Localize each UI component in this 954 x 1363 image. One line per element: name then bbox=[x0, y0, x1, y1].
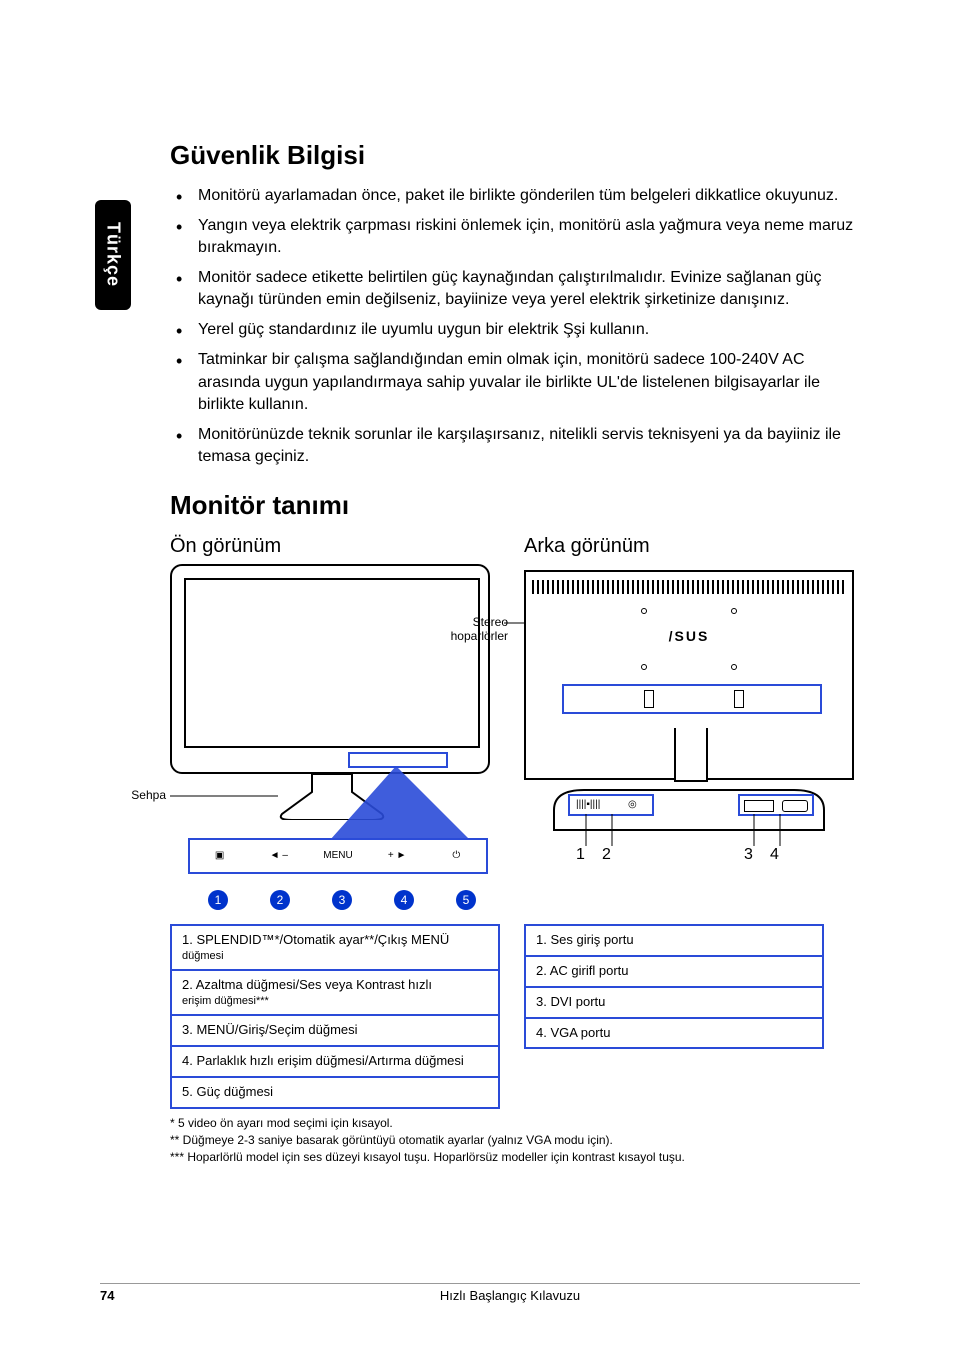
legend-num: 2. bbox=[182, 977, 193, 992]
back-legend-box: 1. Ses giriş portu 2. AC girifl portu 3.… bbox=[524, 924, 824, 1050]
monitor-back-diagram: /SUS bbox=[524, 564, 854, 904]
footnote: ** Düğmeye 2-3 saniye basarak görüntüyü … bbox=[170, 1132, 860, 1149]
monitor-back-body: /SUS bbox=[524, 570, 854, 780]
stand-callout-label: Sehpa bbox=[118, 788, 166, 802]
front-view-column: Ön görünüm Sehpa bbox=[170, 535, 506, 1109]
port-panel: ||||▪|||| ◎ bbox=[568, 794, 814, 822]
vent-strip bbox=[532, 580, 846, 594]
port-shape bbox=[644, 690, 654, 708]
audio-port-icon: ||||▪|||| bbox=[576, 799, 600, 810]
legend-text: Azaltma düğmesi/Ses veya Kontrast hızlı bbox=[196, 977, 432, 992]
increase-icon: + ► bbox=[377, 850, 417, 861]
num-circle: 1 bbox=[208, 890, 228, 910]
button-zoom-panel: ▣ ◄ – MENU + ► ⏻ bbox=[170, 824, 500, 884]
num-circle: 3 bbox=[332, 890, 352, 910]
power-icon: ⏻ bbox=[436, 850, 476, 861]
back-view-column: Arka görünüm /SUS bbox=[524, 535, 860, 1109]
dvi-vga-highlight bbox=[738, 794, 814, 816]
legend-row: 4. Parlaklık hızlı erişim düğmesi/Artırm… bbox=[172, 1047, 498, 1078]
bullet-item: Monitör sadece etikette belirtilen güç k… bbox=[170, 267, 860, 311]
speakers-callout-text: Stereo hoparlörler bbox=[451, 615, 508, 643]
legend-row: 5. Güç düğmesi bbox=[172, 1078, 498, 1107]
safety-bullet-list: Monitörü ayarlamadan önce, paket ile bir… bbox=[170, 185, 860, 468]
menu-icon: MENU bbox=[318, 850, 358, 861]
num-circle: 3 bbox=[744, 846, 753, 864]
ac-port-icon: ◎ bbox=[628, 799, 637, 810]
port-area-highlight bbox=[562, 684, 822, 714]
speakers-callout-label: Stereo hoparlörler bbox=[428, 615, 508, 644]
legend-num: 5. bbox=[182, 1084, 193, 1099]
legend-sub: erişim düğmesi*** bbox=[182, 994, 488, 1008]
legend-row: 2. AC girifl portu bbox=[526, 957, 822, 988]
screw-hole-icon bbox=[641, 664, 647, 670]
front-view-heading: Ön görünüm bbox=[170, 535, 506, 558]
asus-logo: /SUS bbox=[669, 628, 710, 644]
legend-row: 4. VGA portu bbox=[526, 1019, 822, 1048]
front-number-row: 1 2 3 4 5 bbox=[170, 890, 500, 916]
button-strip-highlight bbox=[348, 752, 448, 768]
legend-num: 1. bbox=[182, 932, 193, 947]
splendid-icon: ▣ bbox=[200, 850, 240, 861]
footnote: *** Hoparlörlü model için ses düzeyi kıs… bbox=[170, 1149, 860, 1166]
legend-text: Parlaklık hızlı erişim düğmesi/Artırma d… bbox=[196, 1053, 463, 1068]
monitor-stand-icon bbox=[272, 774, 392, 820]
audio-ac-highlight: ||||▪|||| ◎ bbox=[568, 794, 654, 816]
screw-hole-icon bbox=[731, 664, 737, 670]
zoom-bar: ▣ ◄ – MENU + ► ⏻ bbox=[188, 838, 488, 874]
num-circle: 4 bbox=[394, 890, 414, 910]
page-content: Güvenlik Bilgisi Monitörü ayarlamadan ön… bbox=[100, 140, 860, 1165]
bullet-item: Yerel güç standardınız ile uyumlu uygun … bbox=[170, 319, 860, 341]
legend-text: SPLENDID™*/Otomatik ayar**/Çıkış MENÜ bbox=[196, 932, 449, 947]
section-title-monitor: Monitör tanımı bbox=[170, 490, 860, 521]
num-circle: 4 bbox=[770, 846, 779, 864]
vga-port-icon bbox=[782, 800, 808, 812]
monitor-bezel bbox=[170, 564, 490, 774]
back-view-heading: Arka görünüm bbox=[524, 535, 860, 558]
section-title-safety: Güvenlik Bilgisi bbox=[170, 140, 860, 171]
monitor-screen bbox=[184, 578, 480, 748]
front-legend-box: 1. SPLENDID™*/Otomatik ayar**/Çıkış MENÜ… bbox=[170, 924, 500, 1109]
footer-title: Hızlı Başlangıç Kılavuzu bbox=[160, 1288, 860, 1303]
legend-row: 1. SPLENDID™*/Otomatik ayar**/Çıkış MENÜ… bbox=[172, 926, 498, 971]
num-circle: 2 bbox=[270, 890, 290, 910]
footnotes: * 5 video ön ayarı mod seçimi için kısay… bbox=[170, 1115, 860, 1165]
legend-sub: düğmesi bbox=[182, 949, 488, 963]
decrease-icon: ◄ – bbox=[259, 850, 299, 861]
footnote: * 5 video ön ayarı mod seçimi için kısay… bbox=[170, 1115, 860, 1132]
legend-row: 3. MENÜ/Giriş/Seçim düğmesi bbox=[172, 1016, 498, 1047]
diagram-row: Ön görünüm Sehpa bbox=[170, 535, 860, 1109]
legend-text: Güç düğmesi bbox=[196, 1084, 273, 1099]
dvi-port-icon bbox=[744, 800, 774, 812]
screw-hole-icon bbox=[641, 608, 647, 614]
bullet-item: Tatminkar bir çalışma sağlandığından emi… bbox=[170, 349, 860, 415]
page-number: 74 bbox=[100, 1288, 160, 1303]
bullet-item: Monitörünüzde teknik sorunlar ile karşıl… bbox=[170, 424, 860, 468]
port-shape bbox=[734, 690, 744, 708]
num-circle: 2 bbox=[602, 846, 611, 864]
num-circle: 1 bbox=[576, 846, 585, 864]
num-circle: 5 bbox=[456, 890, 476, 910]
legend-row: 3. DVI portu bbox=[526, 988, 822, 1019]
legend-row: 1. Ses giriş portu bbox=[526, 926, 822, 957]
bullet-item: Yangın veya elektrik çarpması riskini ön… bbox=[170, 215, 860, 259]
page-footer: 74 Hızlı Başlangıç Kılavuzu bbox=[100, 1283, 860, 1303]
screw-hole-icon bbox=[731, 608, 737, 614]
legend-row: 2. Azaltma düğmesi/Ses veya Kontrast hız… bbox=[172, 971, 498, 1016]
monitor-front-diagram: Sehpa bbox=[170, 564, 500, 824]
bullet-item: Monitörü ayarlamadan önce, paket ile bir… bbox=[170, 185, 860, 207]
legend-text: MENÜ/Giriş/Seçim düğmesi bbox=[196, 1022, 357, 1037]
legend-num: 3. bbox=[182, 1022, 193, 1037]
legend-num: 4. bbox=[182, 1053, 193, 1068]
stand-neck bbox=[674, 728, 708, 782]
